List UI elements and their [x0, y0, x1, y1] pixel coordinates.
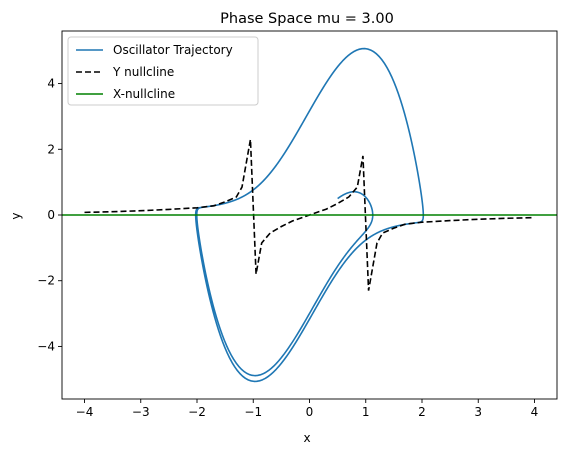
legend-entry: X-nullcline	[113, 87, 175, 101]
x-tick-label: −1	[244, 405, 262, 419]
x-axis-label: x	[303, 431, 310, 445]
y-tick-label: 0	[47, 208, 55, 222]
x-tick-label: 1	[362, 405, 370, 419]
x-tick-label: 4	[531, 405, 539, 419]
legend-entry: Oscillator Trajectory	[113, 43, 233, 57]
x-tick-label: −4	[76, 405, 94, 419]
chart-title: Phase Space mu = 3.00	[220, 11, 394, 27]
legend: Oscillator Trajectory Y nullcline X-nullcl…	[67, 36, 259, 106]
y-tick-label: −2	[37, 274, 55, 288]
x-tick-label: 3	[474, 405, 482, 419]
x-tick-label: 2	[418, 405, 426, 419]
x-tick-label: −3	[132, 405, 150, 419]
y-tick-label: 2	[47, 142, 55, 156]
y-tick-label: −4	[37, 339, 55, 353]
y-tick-label: 4	[47, 77, 55, 91]
y-axis-label: y	[9, 212, 23, 219]
legend-box	[67, 36, 259, 106]
x-tick-label: −2	[188, 405, 206, 419]
legend-entry: Y nullcline	[112, 65, 174, 79]
x-tick-label: 0	[306, 405, 314, 419]
